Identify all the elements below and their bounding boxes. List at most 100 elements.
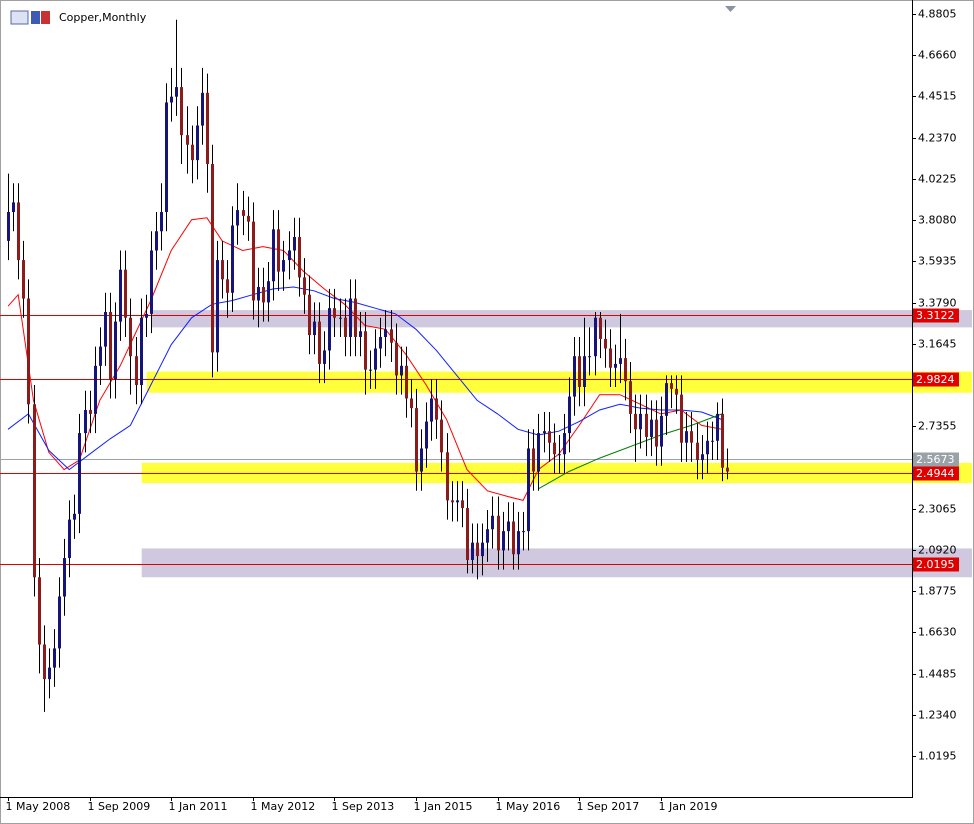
candle-body — [145, 313, 148, 318]
candle-body — [84, 410, 87, 434]
candle-body — [405, 365, 408, 399]
candle-body — [339, 317, 342, 319]
candle-body — [364, 331, 367, 370]
candle-body — [481, 542, 484, 557]
y-tick-label: 1.6630 — [918, 626, 957, 639]
candle-body — [573, 356, 576, 397]
candle-body — [277, 229, 280, 272]
level-label: 2.0195 — [916, 558, 955, 571]
candle-body — [140, 317, 143, 386]
candle-body — [17, 202, 20, 261]
candle-body — [645, 413, 648, 437]
candle-body — [639, 413, 642, 430]
candle-body — [553, 442, 556, 455]
x-tick-label: 1 May 2008 — [6, 800, 71, 813]
candle-body — [415, 408, 418, 472]
candle-body — [293, 237, 296, 251]
candle-body — [471, 542, 474, 560]
candle-body — [578, 356, 581, 387]
chart-title: Copper,Monthly — [59, 11, 147, 24]
y-tick-label: 3.3790 — [918, 297, 957, 310]
y-tick-label: 4.4515 — [918, 90, 957, 103]
candle-body — [58, 596, 61, 649]
candle-body — [349, 298, 352, 337]
candle-body — [369, 369, 372, 371]
candle-body — [390, 329, 393, 343]
candle-body — [175, 87, 178, 97]
candle-body — [211, 163, 214, 353]
x-tick-label: 1 May 2012 — [251, 800, 316, 813]
candle-body — [583, 356, 586, 387]
candle-body — [231, 225, 234, 293]
header: Copper,Monthly — [10, 10, 147, 25]
candle-body — [99, 346, 102, 366]
y-tick-label: 1.8775 — [918, 585, 957, 598]
candle-body — [680, 394, 683, 443]
level-label: 2.5673 — [916, 453, 955, 466]
y-tick-label: 1.4485 — [918, 668, 957, 681]
candle-body — [236, 210, 239, 226]
candle-body — [53, 648, 56, 668]
candle-body — [359, 331, 362, 337]
candle-body — [150, 250, 153, 314]
candle-body — [226, 279, 229, 293]
y-tick-label: 4.2370 — [918, 132, 957, 145]
candle-body — [242, 210, 245, 216]
candle-body — [68, 519, 71, 559]
candle-body — [252, 221, 255, 301]
candle-body — [517, 531, 520, 555]
candle-body — [624, 358, 627, 382]
candle-body — [507, 521, 510, 532]
level-label: 2.9824 — [916, 373, 955, 386]
y-tick-label: 1.2340 — [918, 709, 957, 722]
y-tick-label: 3.1645 — [918, 338, 957, 351]
candle-body — [532, 448, 535, 472]
candle-body — [614, 363, 617, 368]
candle-body — [33, 404, 36, 578]
candle-body — [191, 144, 194, 161]
candle-body — [78, 433, 81, 514]
candle-body — [384, 329, 387, 337]
candle-body — [446, 452, 449, 501]
candle-body — [272, 229, 275, 282]
candle-body — [333, 308, 336, 318]
candle-body — [721, 413, 724, 468]
candle-body — [109, 311, 112, 380]
candle-body — [420, 448, 423, 472]
candle-body — [629, 381, 632, 414]
candle-body — [318, 321, 321, 364]
candle-body — [48, 667, 51, 680]
zone — [141, 548, 972, 578]
level-label-box — [913, 466, 959, 481]
candle-body — [104, 311, 107, 347]
level-label: 2.4944 — [916, 467, 955, 480]
candle-body — [461, 500, 464, 509]
candle-body — [726, 467, 729, 472]
icon-list — [10, 10, 29, 25]
candle-body — [344, 317, 347, 337]
candle-body — [160, 212, 163, 232]
candle-body — [374, 348, 377, 370]
candle-body — [323, 350, 326, 364]
candle-body — [440, 419, 443, 453]
y-tick-label: 4.0225 — [918, 173, 957, 186]
candle-body — [563, 433, 566, 455]
candle-body — [400, 365, 403, 376]
candle-body — [257, 287, 260, 301]
icon-chart — [41, 11, 50, 24]
candle-body — [670, 383, 673, 389]
candle-body — [701, 454, 704, 461]
candle-body — [89, 410, 92, 414]
candle-body — [129, 317, 132, 357]
candle-body — [165, 102, 168, 213]
candle-body — [94, 365, 97, 414]
candle-body — [216, 260, 219, 353]
candle-body — [685, 431, 688, 443]
zone — [141, 462, 972, 484]
candle-body — [660, 415, 663, 447]
candle-body — [711, 440, 714, 442]
candle-body — [609, 348, 612, 368]
candle-body — [124, 269, 127, 318]
